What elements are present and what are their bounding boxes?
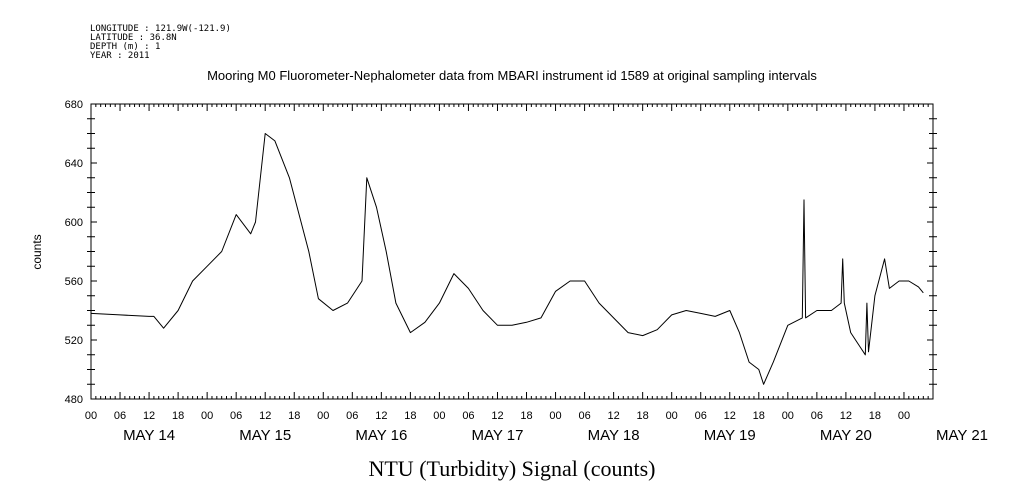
- x-hour-label: 00: [549, 410, 561, 422]
- chart-title: Mooring M0 Fluorometer-Nephalometer data…: [207, 68, 817, 83]
- x-hour-label: 18: [172, 410, 184, 422]
- x-hour-label: 06: [230, 410, 242, 422]
- x-hour-label: 12: [491, 410, 503, 422]
- x-hour-label: 06: [578, 410, 590, 422]
- year-text: YEAR : 2011: [90, 51, 150, 61]
- x-hour-label: 00: [201, 410, 213, 422]
- series-line: [90, 133, 924, 385]
- x-day-label: MAY 21: [936, 427, 988, 444]
- x-hour-label: 18: [404, 410, 416, 422]
- tick-labels: 00 06 12 18 00 06 12 18 00 06 12 18 00 06 12 18 00 06 12 18…: [65, 99, 988, 444]
- metadata-block: LONGITUDE : 121.9W(-121.9) LATITUDE : 36…: [90, 24, 231, 61]
- y-tick-label: 680: [65, 99, 83, 111]
- x-day-label: MAY 18: [588, 427, 640, 444]
- y-tick-label: 480: [65, 394, 83, 406]
- x-hour-label: 06: [462, 410, 474, 422]
- x-hour-label: 00: [85, 410, 97, 422]
- x-hour-label: 12: [259, 410, 271, 422]
- x-hour-label: 12: [375, 410, 387, 422]
- depth-text: DEPTH (m) : 1: [90, 42, 160, 52]
- x-hour-label: 00: [782, 410, 794, 422]
- y-tick-label: 600: [65, 217, 83, 229]
- latitude-text: LATITUDE : 36.8N: [90, 33, 177, 43]
- x-hour-label: 18: [637, 410, 649, 422]
- x-axis-label: NTU (Turbidity) Signal (counts): [368, 456, 655, 481]
- series-layer: [90, 133, 924, 385]
- x-day-label: MAY 14: [123, 427, 175, 444]
- x-hour-label: 18: [753, 410, 765, 422]
- x-hour-label: 06: [114, 410, 126, 422]
- plot-frame: [90, 103, 934, 400]
- x-day-label: MAY 16: [355, 427, 407, 444]
- x-hour-label: 00: [317, 410, 329, 422]
- x-day-label: MAY 17: [471, 427, 523, 444]
- y-tick-label: 640: [65, 158, 83, 170]
- x-hour-label: 18: [288, 410, 300, 422]
- x-hour-label: 12: [607, 410, 619, 422]
- longitude-text: LONGITUDE : 121.9W(-121.9): [90, 24, 231, 34]
- x-day-label: MAY 15: [239, 427, 291, 444]
- x-hour-label: 06: [811, 410, 823, 422]
- x-hour-label: 00: [898, 410, 910, 422]
- x-day-label: MAY 19: [704, 427, 756, 444]
- y-tick-label: 560: [65, 276, 83, 288]
- x-day-label: MAY 20: [820, 427, 872, 444]
- x-hour-label: 12: [143, 410, 155, 422]
- x-hour-label: 12: [840, 410, 852, 422]
- y-axis-label: counts: [30, 234, 44, 269]
- y-tick-label: 520: [65, 335, 83, 347]
- x-hour-label: 12: [724, 410, 736, 422]
- x-hour-label: 00: [433, 410, 445, 422]
- tick-marks: [87, 103, 937, 400]
- x-hour-label: 18: [869, 410, 881, 422]
- axes: [90, 103, 934, 400]
- x-hour-label: 00: [666, 410, 678, 422]
- x-hour-label: 18: [520, 410, 532, 422]
- x-hour-label: 06: [695, 410, 707, 422]
- x-hour-label: 06: [346, 410, 358, 422]
